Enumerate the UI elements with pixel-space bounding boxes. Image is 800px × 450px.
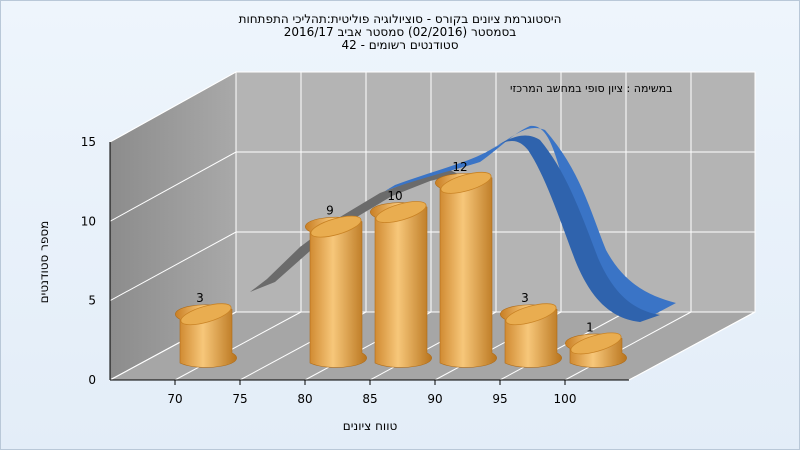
floor-right-edge xyxy=(628,311,756,381)
gridline-y xyxy=(109,311,755,381)
chart-subtitle: במשימה : ציון סופי במחשב המרכזי xyxy=(510,82,673,95)
bar-80: 9 xyxy=(305,204,367,368)
bar-top xyxy=(310,215,362,238)
x-axis-label: טווח ציונים xyxy=(343,419,398,433)
y-tick-label: 5 xyxy=(88,294,96,308)
floor-line xyxy=(564,311,692,381)
bar-top xyxy=(505,303,557,326)
curve-shadow xyxy=(250,170,458,292)
bar-top xyxy=(375,201,427,223)
y-tick-label: 15 xyxy=(81,135,96,149)
bars: 3 9 10 12 3 1 xyxy=(175,160,627,368)
y-axis-label: מספר סטודנטים xyxy=(37,221,51,304)
y-tick-label: 10 xyxy=(81,214,96,228)
bar-top xyxy=(440,171,492,194)
bar-value-label: 10 xyxy=(387,189,402,203)
chart-title-line2: בסמסטר (02/2016) סמסטר אביב 2016/17 xyxy=(283,25,517,39)
bar-95: 3 xyxy=(500,291,562,368)
floor-line xyxy=(499,311,627,381)
x-tick-label: 75 xyxy=(232,392,247,406)
bar-90: 12 xyxy=(435,160,497,368)
chart-title-line3: סטודנטים רשומים - 42 xyxy=(341,38,459,52)
bar-100: 1 xyxy=(565,320,627,368)
bar-70: 3 xyxy=(175,291,237,368)
bar-value-label: 9 xyxy=(326,204,334,218)
x-tick-label: 90 xyxy=(427,392,442,406)
x-tick-label: 80 xyxy=(297,392,312,406)
bar-body xyxy=(370,202,432,368)
bar-value-label: 3 xyxy=(196,291,204,305)
x-tick-label: 95 xyxy=(492,392,507,406)
gridline-y xyxy=(109,71,755,143)
bar-body xyxy=(305,216,367,368)
bar-value-label: 3 xyxy=(521,291,529,305)
bar-85: 10 xyxy=(370,189,432,368)
x-tick-label: 100 xyxy=(554,392,577,406)
x-tick-label: 70 xyxy=(167,392,182,406)
bar-value-label: 12 xyxy=(452,160,467,174)
bar-top xyxy=(180,303,232,326)
y-tick-label: 0 xyxy=(88,373,96,387)
axes: 0 5 10 15 70 75 80 85 90 95 100 xyxy=(81,135,756,406)
bar-body xyxy=(435,173,497,368)
bar-top xyxy=(570,332,622,355)
normal-curve-front xyxy=(490,135,660,322)
gridline-y xyxy=(109,151,755,222)
chart-title-line1: היסטוגרמת ציונים בקורס - סוציולוגיה פולי… xyxy=(238,12,562,26)
bar-value-label: 1 xyxy=(586,320,594,334)
x-tick-label: 85 xyxy=(362,392,377,406)
floor-line xyxy=(174,311,302,381)
